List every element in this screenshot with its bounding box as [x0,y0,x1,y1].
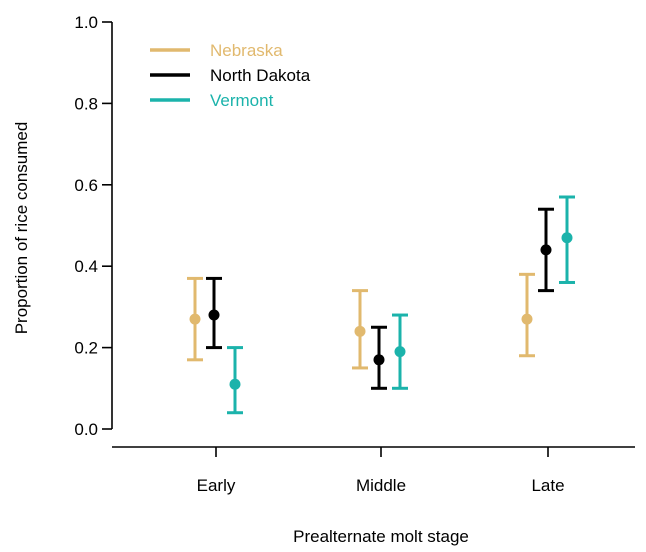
data-point [229,378,241,390]
y-tick-label: 0.4 [74,257,98,276]
data-marks [187,195,575,415]
legend: Nebraska North Dakota Vermont [150,41,311,110]
legend-label: Nebraska [210,41,283,60]
y-tick-label: 0.8 [74,94,98,113]
y-tick-label: 0.6 [74,176,98,195]
data-point [394,346,406,358]
y-axis-label: Proportion of rice consumed [12,122,31,335]
legend-label: Vermont [210,91,274,110]
data-point [540,244,552,256]
series-vermont [227,195,575,415]
data-point [354,325,366,337]
axes: 0.0 0.2 0.4 0.6 0.8 1.0 Early Middle Late [74,13,635,495]
series-north-dakota [206,207,554,390]
data-point [373,354,385,366]
y-tick-label: 0.2 [74,339,98,358]
data-point [208,309,220,321]
x-tick-label: Early [197,476,236,495]
x-tick-label: Late [531,476,564,495]
data-point [189,313,201,325]
data-point [521,313,533,325]
x-axis-label: Prealternate molt stage [293,527,469,546]
y-tick-label: 0.0 [74,420,98,439]
x-tick-label: Middle [356,476,406,495]
y-tick-label: 1.0 [74,13,98,32]
series-nebraska [187,272,535,370]
legend-label: North Dakota [210,66,311,85]
data-point [561,232,573,244]
